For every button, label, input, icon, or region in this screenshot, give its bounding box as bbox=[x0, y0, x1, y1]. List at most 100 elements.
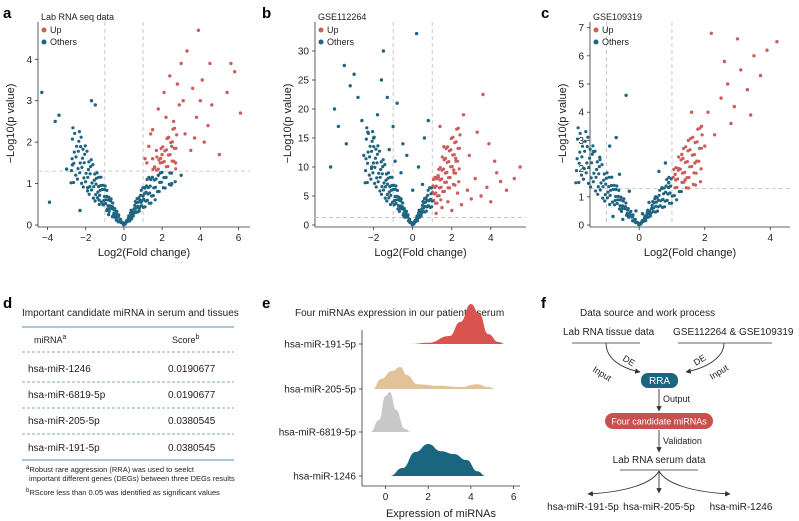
data-point bbox=[88, 172, 92, 176]
data-point bbox=[681, 171, 685, 175]
data-point bbox=[83, 152, 87, 156]
data-point bbox=[618, 198, 623, 202]
data-point bbox=[435, 194, 440, 198]
data-point bbox=[606, 190, 610, 194]
data-point bbox=[618, 204, 622, 208]
data-point bbox=[647, 200, 651, 205]
data-point bbox=[495, 171, 499, 175]
data-point bbox=[150, 128, 155, 132]
x-tick-label: 4 bbox=[468, 492, 474, 503]
data-point bbox=[661, 192, 666, 196]
data-point bbox=[156, 107, 160, 111]
data-point bbox=[674, 178, 678, 182]
data-point bbox=[605, 196, 610, 200]
data-point bbox=[375, 152, 379, 156]
data-point bbox=[348, 84, 352, 88]
data-point bbox=[457, 180, 461, 184]
data-point bbox=[77, 130, 81, 134]
point-cloud bbox=[363, 126, 462, 227]
data-point bbox=[70, 137, 74, 141]
y-tick-label: 0 bbox=[578, 221, 584, 232]
data-point bbox=[628, 212, 632, 217]
data-point bbox=[179, 173, 183, 177]
data-point bbox=[81, 185, 85, 189]
data-point bbox=[626, 207, 630, 211]
data-point bbox=[71, 180, 76, 185]
data-point bbox=[344, 142, 348, 146]
data-point bbox=[667, 201, 672, 205]
data-point bbox=[437, 186, 442, 190]
data-point bbox=[696, 127, 700, 131]
data-point bbox=[698, 180, 703, 184]
panel-letter-c: c bbox=[541, 5, 549, 22]
data-point bbox=[735, 37, 740, 41]
data-point bbox=[379, 78, 384, 82]
output-mirna-2: hsa-miR-205-5p bbox=[623, 502, 695, 513]
data-point bbox=[393, 194, 397, 199]
data-point bbox=[74, 155, 78, 159]
data-point bbox=[86, 167, 90, 172]
table-title: Important candidate miRNA in serum and t… bbox=[22, 308, 239, 319]
data-point bbox=[114, 218, 119, 222]
validation-label: Validation bbox=[663, 436, 702, 446]
data-point bbox=[371, 161, 375, 165]
data-point bbox=[617, 172, 622, 176]
data-point bbox=[455, 127, 459, 131]
data-point bbox=[664, 184, 668, 188]
panel-letter-a: a bbox=[3, 5, 12, 22]
data-point bbox=[85, 189, 90, 193]
legend-swatch bbox=[593, 39, 599, 45]
data-point bbox=[653, 195, 658, 199]
data-point bbox=[96, 185, 101, 189]
data-point bbox=[673, 172, 677, 176]
y-tick-label: 0 bbox=[26, 221, 32, 232]
data-point bbox=[79, 135, 83, 139]
data-point bbox=[709, 31, 713, 35]
data-point bbox=[75, 177, 79, 181]
input-left-label: Input bbox=[591, 364, 614, 383]
data-point bbox=[411, 188, 415, 192]
data-point bbox=[152, 165, 157, 169]
data-point bbox=[101, 183, 105, 187]
data-point bbox=[200, 78, 204, 82]
data-point bbox=[146, 185, 150, 190]
candidate-table: Important candidate miRNA in serum and t… bbox=[22, 308, 239, 497]
data-point bbox=[579, 173, 584, 177]
data-point bbox=[752, 54, 756, 58]
data-point bbox=[108, 204, 112, 208]
data-point bbox=[175, 82, 180, 86]
data-point bbox=[144, 199, 148, 203]
data-point bbox=[381, 165, 385, 169]
x-axis-label: Log2(Fold change) bbox=[644, 247, 736, 259]
data-point bbox=[97, 202, 101, 207]
data-point bbox=[608, 144, 612, 148]
volcano-plot-b: −2 0 2 4 0 5 10 15 20 25 30 Log2(Fold change) −Log10… bbox=[282, 12, 526, 259]
data-point bbox=[586, 181, 591, 185]
y-tick-label: 2 bbox=[578, 164, 584, 175]
data-point bbox=[591, 144, 595, 148]
data-point bbox=[651, 200, 655, 204]
data-point bbox=[421, 200, 425, 204]
data-point bbox=[74, 173, 78, 177]
x-tick-label: 6 bbox=[511, 492, 517, 503]
data-point bbox=[604, 182, 608, 186]
data-point bbox=[588, 147, 592, 151]
legend-swatch bbox=[593, 27, 599, 33]
data-point bbox=[97, 198, 101, 202]
data-point bbox=[210, 103, 214, 107]
data-point bbox=[580, 144, 585, 148]
data-point bbox=[86, 186, 90, 190]
data-point bbox=[407, 218, 411, 222]
data-point bbox=[418, 215, 422, 219]
data-point bbox=[383, 185, 388, 189]
data-point bbox=[342, 63, 346, 68]
data-point bbox=[170, 181, 174, 186]
legend-swatch bbox=[41, 39, 47, 45]
data-point bbox=[434, 211, 438, 216]
data-point bbox=[375, 161, 379, 165]
data-point bbox=[91, 196, 95, 200]
legend-label: Others bbox=[50, 37, 78, 47]
data-point bbox=[384, 178, 388, 182]
data-point bbox=[152, 186, 156, 190]
legend-swatch bbox=[41, 27, 47, 33]
